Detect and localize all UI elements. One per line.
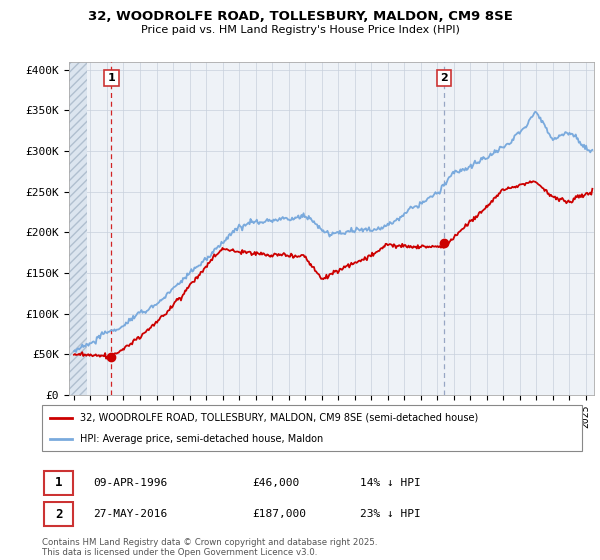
Text: 09-APR-1996: 09-APR-1996 (93, 478, 167, 488)
Text: 32, WOODROLFE ROAD, TOLLESBURY, MALDON, CM9 8SE (semi-detached house): 32, WOODROLFE ROAD, TOLLESBURY, MALDON, … (80, 413, 478, 423)
Text: 2: 2 (55, 507, 62, 521)
Text: Price paid vs. HM Land Registry's House Price Index (HPI): Price paid vs. HM Land Registry's House … (140, 25, 460, 35)
Text: £46,000: £46,000 (252, 478, 299, 488)
Text: 27-MAY-2016: 27-MAY-2016 (93, 509, 167, 519)
Text: Contains HM Land Registry data © Crown copyright and database right 2025.
This d: Contains HM Land Registry data © Crown c… (42, 538, 377, 557)
Text: £187,000: £187,000 (252, 509, 306, 519)
Text: HPI: Average price, semi-detached house, Maldon: HPI: Average price, semi-detached house,… (80, 435, 323, 444)
Bar (69, 62, 87, 395)
FancyBboxPatch shape (42, 405, 582, 451)
Text: 1: 1 (55, 476, 62, 489)
Text: 14% ↓ HPI: 14% ↓ HPI (360, 478, 421, 488)
Text: 1: 1 (107, 73, 115, 83)
FancyBboxPatch shape (44, 502, 73, 526)
Text: 2: 2 (440, 73, 448, 83)
Text: 23% ↓ HPI: 23% ↓ HPI (360, 509, 421, 519)
Text: 32, WOODROLFE ROAD, TOLLESBURY, MALDON, CM9 8SE: 32, WOODROLFE ROAD, TOLLESBURY, MALDON, … (88, 10, 512, 23)
FancyBboxPatch shape (44, 470, 73, 495)
